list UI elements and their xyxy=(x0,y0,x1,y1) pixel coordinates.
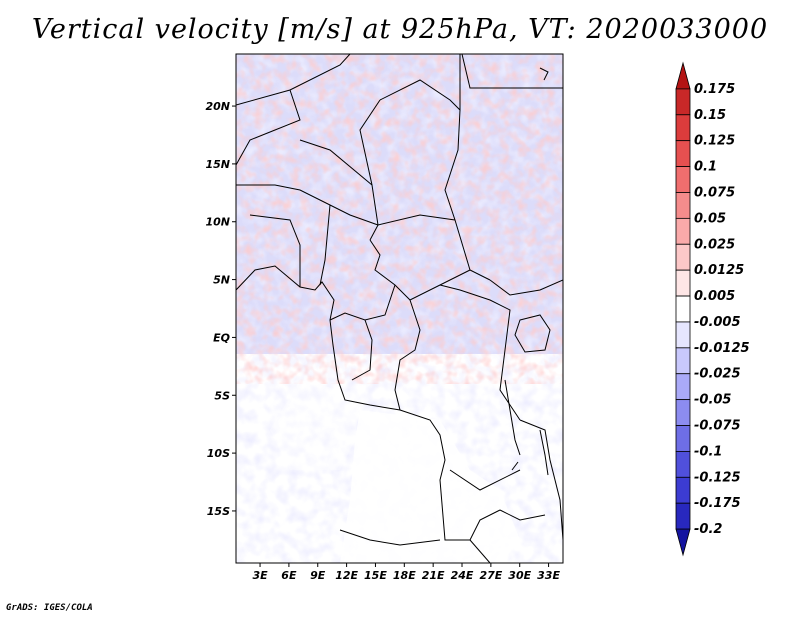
colorbar-swatch xyxy=(675,114,691,142)
colorbar-label: 0.025 xyxy=(694,237,735,252)
longitude-axis: 3E 6E 9E 12E 15E 18E 21E 24E 27E 30E 33E xyxy=(252,563,560,582)
colorbar-label: -0.05 xyxy=(694,393,731,408)
colorbar-swatch xyxy=(675,295,691,323)
lon-tick-label: 15E xyxy=(364,569,387,582)
colorbar-label: -0.005 xyxy=(694,315,741,330)
colorbar-label: 0.005 xyxy=(694,289,735,304)
colorbar-swatch xyxy=(675,476,691,504)
colorbar-label: 0.0125 xyxy=(694,263,744,278)
colorbar-label: -0.0125 xyxy=(694,341,750,356)
colorbar-swatch xyxy=(675,321,691,349)
latitude-axis: 20N 15N 10N 5N EQ 5S 10S 15S xyxy=(205,100,236,518)
colorbar-label: 0.15 xyxy=(694,108,726,123)
colorbar-swatch xyxy=(675,61,691,90)
colorbar-swatch xyxy=(675,166,691,193)
colorbar-label: -0.1 xyxy=(694,444,722,459)
chart-title: Vertical velocity [m/s] at 925hPa, VT: 2… xyxy=(31,14,769,45)
colorbar-swatch xyxy=(675,502,691,530)
lat-tick-label: 15S xyxy=(207,505,230,518)
lat-tick-label: 5N xyxy=(213,274,230,287)
colorbar-swatch xyxy=(675,192,691,219)
colorbar-label: 0.1 xyxy=(694,160,717,175)
lon-tick-label: 12E xyxy=(335,569,358,582)
footer-credit: GrADS: IGES/COLA xyxy=(6,603,93,613)
colorbar-swatch xyxy=(675,140,691,167)
lon-tick-label: 18E xyxy=(393,569,416,582)
colorbar-swatch xyxy=(675,243,691,271)
colorbar-label: -0.2 xyxy=(694,522,722,537)
lon-tick-label: 21E xyxy=(422,569,445,582)
lon-tick-label: 27E xyxy=(479,569,502,582)
lon-tick-label: 30E xyxy=(508,569,531,582)
colorbar-swatch xyxy=(675,451,691,478)
lat-tick-label: 10N xyxy=(205,216,230,229)
colorbar-label: -0.125 xyxy=(694,470,741,485)
lon-tick-label: 24E xyxy=(451,569,474,582)
colorbar-swatch xyxy=(675,399,691,426)
lon-tick-label: 33E xyxy=(537,569,560,582)
colorbar-swatch xyxy=(675,88,691,116)
map-frame xyxy=(235,53,564,564)
vertical-velocity-field xyxy=(236,54,563,563)
colorbar: 0.175 0.15 0.125 0.1 0.075 0.05 0.025 0.0125 0.0… xyxy=(675,61,750,557)
colorbar-label: -0.175 xyxy=(694,496,741,511)
colorbar-swatch xyxy=(675,528,691,557)
colorbar-label: 0.075 xyxy=(694,185,735,200)
lat-tick-label: 5S xyxy=(214,389,230,402)
colorbar-swatch xyxy=(675,269,691,297)
country-borders xyxy=(236,54,563,563)
lon-tick-label: 3E xyxy=(252,569,268,582)
colorbar-label: 0.05 xyxy=(694,211,726,226)
colorbar-swatch xyxy=(675,217,691,245)
lon-tick-label: 6E xyxy=(281,569,297,582)
colorbar-label: -0.025 xyxy=(694,367,741,382)
colorbar-label: -0.075 xyxy=(694,419,741,434)
colorbar-swatch xyxy=(675,347,691,375)
lat-tick-label: 15N xyxy=(205,158,230,171)
lat-tick-label: 20N xyxy=(205,100,230,113)
lon-tick-label: 9E xyxy=(310,569,326,582)
colorbar-label: 0.175 xyxy=(694,82,735,97)
lat-tick-label: 10S xyxy=(207,447,230,460)
colorbar-swatch xyxy=(675,425,691,452)
lat-tick-label: EQ xyxy=(213,331,230,344)
colorbar-label: 0.125 xyxy=(694,134,735,149)
colorbar-swatch xyxy=(675,373,691,401)
